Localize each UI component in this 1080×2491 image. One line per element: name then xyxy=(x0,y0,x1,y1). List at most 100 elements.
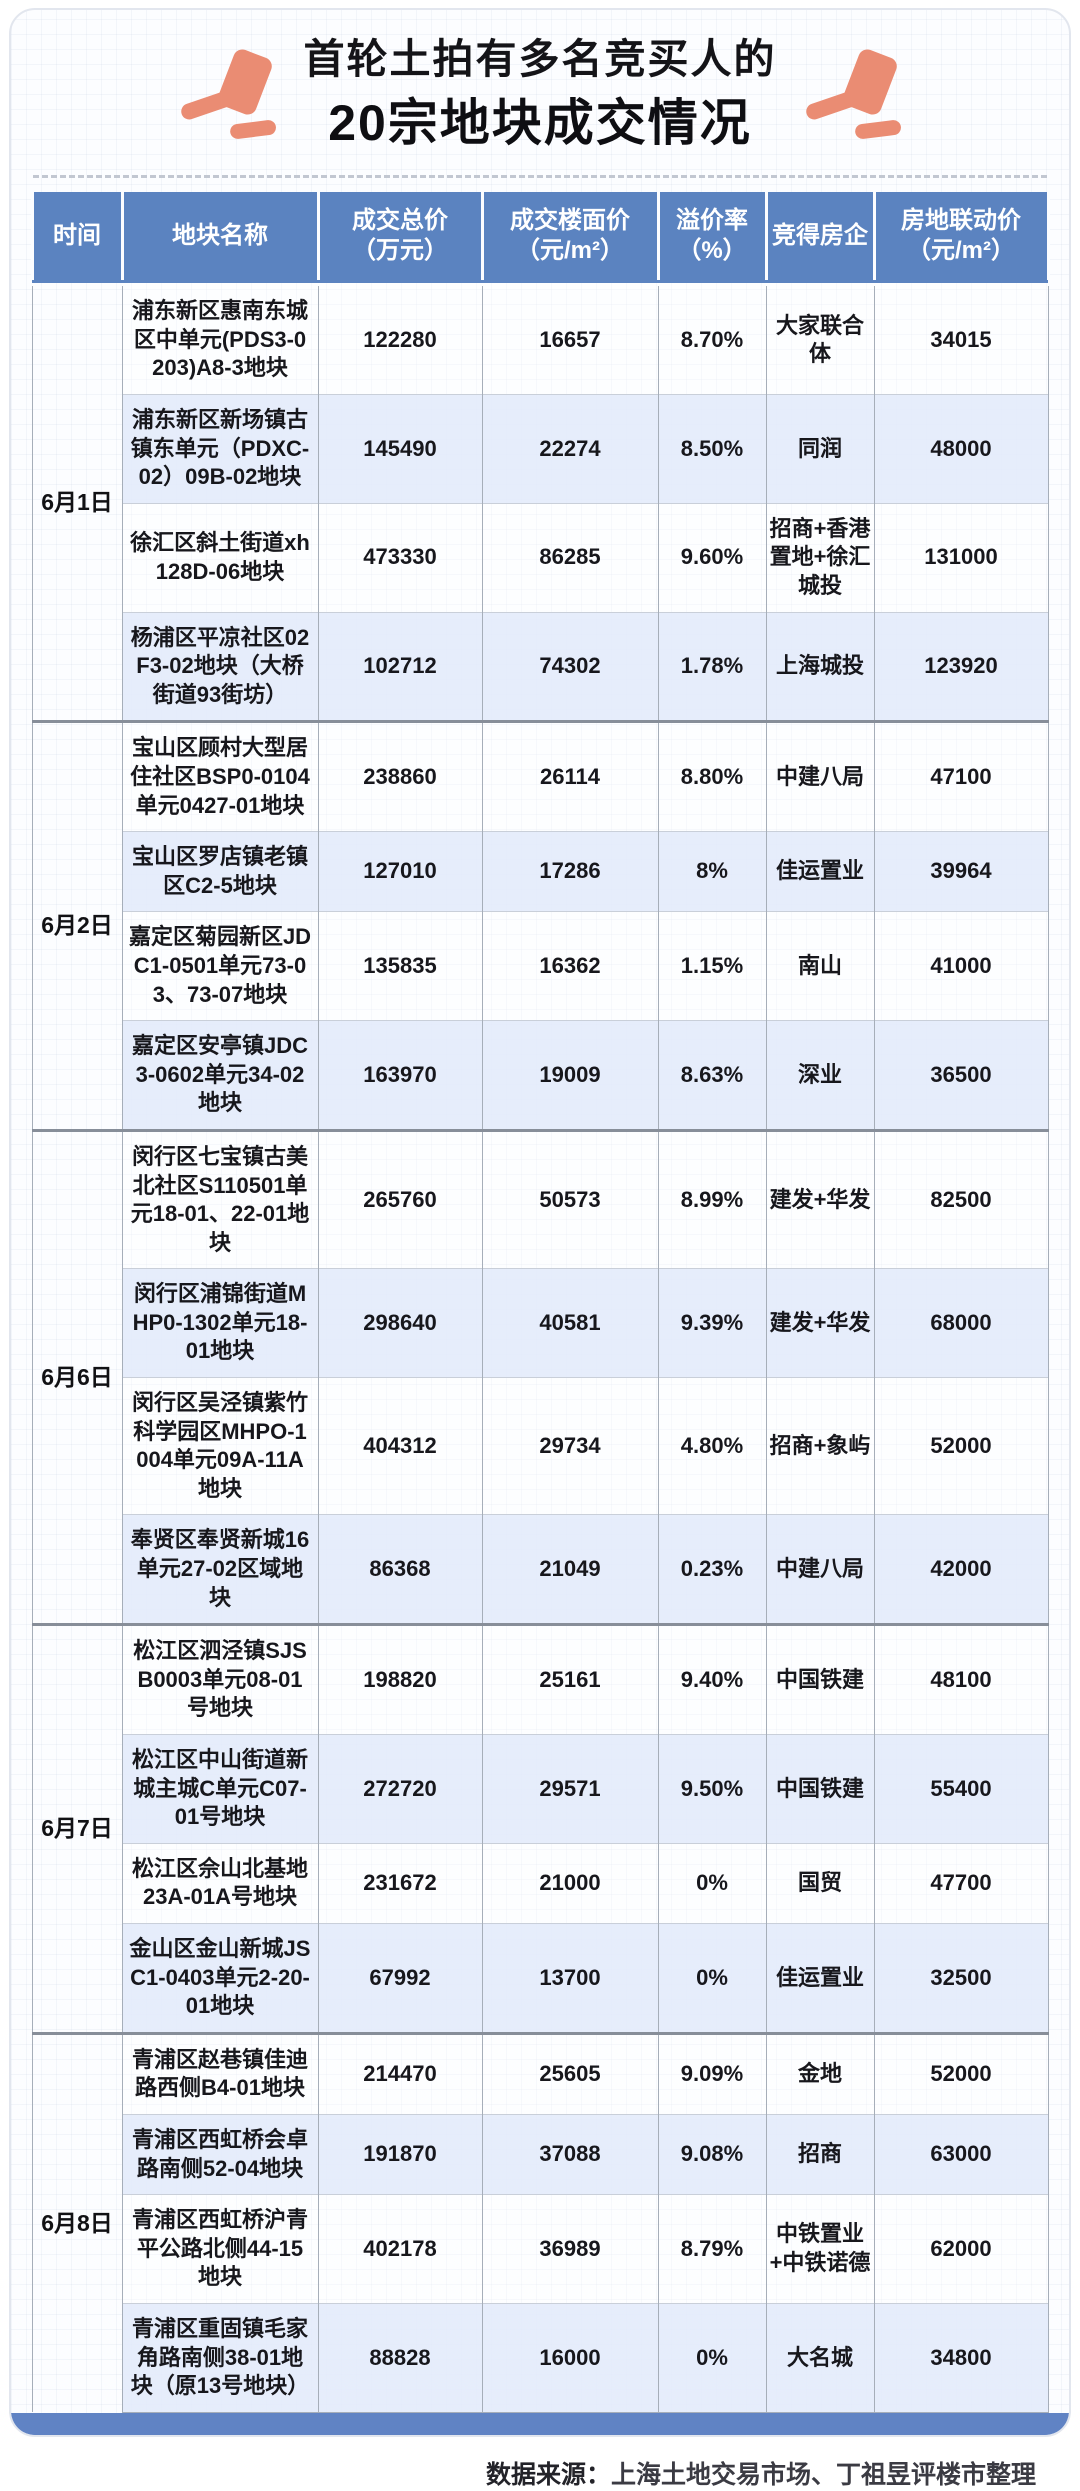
cell-linkage: 36500 xyxy=(873,1020,1049,1131)
cell-name: 宝山区顾村大型居住社区BSP0-0104单元0427-01地块 xyxy=(121,720,319,832)
data-source-note: 数据来源：上海土地交易市场、丁祖昱评楼市整理 xyxy=(0,2437,1080,2491)
column-header-4: 成交楼面价 （元/m²） xyxy=(480,192,660,284)
cell-linkage: 55400 xyxy=(873,1734,1049,1844)
cell-floor: 13700 xyxy=(481,1922,659,2034)
cell-floor: 29571 xyxy=(481,1734,659,1844)
cell-name: 闵行区浦锦街道MHP0-1302单元18-01地块 xyxy=(121,1268,319,1378)
cell-buyer: 中建八局 xyxy=(765,720,875,832)
cell-premium: 0.23% xyxy=(657,1514,767,1625)
cell-name: 浦东新区新场镇古镇东单元（PDXC-02）09B-02地块 xyxy=(121,394,319,504)
cell-total: 102712 xyxy=(317,611,483,722)
cell-floor: 29734 xyxy=(481,1377,659,1515)
cell-premium: 8% xyxy=(657,831,767,912)
gavel-icon xyxy=(805,49,901,140)
cell-premium: 9.09% xyxy=(657,2031,767,2115)
header-row: 时间 地块名称 成交总价 （万元） 成交楼面价 （元/m²） 溢价率 （%） 竞得房企 房地联动价… xyxy=(30,192,1050,284)
cell-floor: 25161 xyxy=(481,1623,659,1735)
cell-buyer: 中铁置业+中铁诺德 xyxy=(765,2194,875,2304)
cell-buyer: 招商 xyxy=(765,2113,875,2195)
cell-name: 青浦区赵巷镇佳迪路西侧B4-01地块 xyxy=(121,2031,319,2115)
page-title: 首轮土拍有多名竞买人的 20宗地块成交情况 xyxy=(304,34,777,153)
cell-name: 金山区金山新城JSC1-0403单元2-20-01地块 xyxy=(121,1922,319,2034)
cell-floor: 21049 xyxy=(481,1514,659,1625)
cell-total: 86368 xyxy=(317,1514,483,1625)
date-cell: 6月7日 xyxy=(31,1623,123,2034)
column-header-label: 地块名称 xyxy=(172,222,268,250)
cell-name: 青浦区西虹桥会卓路南侧52-04地块 xyxy=(121,2113,319,2195)
cell-buyer: 金地 xyxy=(765,2031,875,2115)
cell-total: 214470 xyxy=(317,2031,483,2115)
cell-name: 松江区佘山北基地23A-01A号地块 xyxy=(121,1842,319,1924)
date-cell: 6月1日 xyxy=(31,283,123,722)
cell-floor: 25605 xyxy=(481,2031,659,2115)
cell-buyer: 国贸 xyxy=(765,1842,875,1924)
cell-linkage: 47700 xyxy=(873,1842,1049,1924)
table-row: 松江区佘山北基地23A-01A号地块 231672 21000 0% 国贸 47700 xyxy=(32,1842,1049,1924)
cell-name: 嘉定区安亭镇JDC3-0602单元34-02地块 xyxy=(121,1020,319,1131)
date-cell: 6月8日 xyxy=(31,2031,123,2413)
column-header-label: 房地联动价 xyxy=(901,207,1021,235)
table-row: 奉贤区奉贤新城16单元27-02区域地块 86368 21049 0.23% 中建八局 4… xyxy=(32,1514,1049,1625)
cell-total: 238860 xyxy=(317,720,483,832)
cell-buyer: 同润 xyxy=(765,394,875,504)
cell-linkage: 52000 xyxy=(873,1377,1049,1515)
cell-buyer: 招商+香港置地+徐汇城投 xyxy=(765,502,875,613)
cell-linkage: 52000 xyxy=(873,2031,1049,2115)
cell-total: 67992 xyxy=(317,1922,483,2034)
cell-name: 徐汇区斜土街道xh128D-06地块 xyxy=(121,502,319,613)
cell-buyer: 招商+象屿 xyxy=(765,1377,875,1515)
infographic-card: 首轮土拍有多名竞买人的 20宗地块成交情况 时间 地块名称 成交总价 （万元） 成交楼面… xyxy=(9,8,1071,2437)
table-row: 青浦区重固镇毛家角路南侧38-01地块（原13号地块） 88828 16000 0% 大… xyxy=(32,2302,1049,2413)
cell-floor: 86285 xyxy=(481,502,659,613)
table-header: 时间 地块名称 成交总价 （万元） 成交楼面价 （元/m²） 溢价率 （%） 竞得房企 房地联动价… xyxy=(30,192,1050,284)
cell-total: 127010 xyxy=(317,831,483,912)
cell-premium: 1.78% xyxy=(657,611,767,722)
cell-name: 闵行区七宝镇古美北社区S110501单元18-01、22-01地块 xyxy=(121,1128,319,1269)
table-row: 闵行区浦锦街道MHP0-1302单元18-01地块 298640 40581 9.39… xyxy=(32,1268,1049,1378)
cell-linkage: 42000 xyxy=(873,1514,1049,1625)
cell-buyer: 中国铁建 xyxy=(765,1734,875,1844)
cell-buyer: 大家联合体 xyxy=(765,283,875,395)
cell-buyer: 大名城 xyxy=(765,2302,875,2413)
cell-linkage: 48100 xyxy=(873,1623,1049,1735)
cell-floor: 19009 xyxy=(481,1020,659,1131)
cell-linkage: 34800 xyxy=(873,2302,1049,2413)
cell-premium: 8.63% xyxy=(657,1020,767,1131)
column-header-label: 成交楼面价 xyxy=(510,207,630,235)
column-header-label: 时间 xyxy=(53,222,101,250)
table-body: 6月1日 浦东新区惠南东城区中单元(PDS3-0203)A8-3地块 122280 1… xyxy=(31,283,1049,2413)
cell-linkage: 39964 xyxy=(873,831,1049,912)
cell-name: 闵行区吴泾镇紫竹科学园区MHPO-1004单元09A-11A地块 xyxy=(121,1377,319,1515)
cell-premium: 0% xyxy=(657,1922,767,2034)
cell-total: 88828 xyxy=(317,2302,483,2413)
column-header-unit: （元/m²） xyxy=(907,237,1015,265)
cell-premium: 0% xyxy=(657,1842,767,1924)
cell-buyer: 深业 xyxy=(765,1020,875,1131)
cell-premium: 9.50% xyxy=(657,1734,767,1844)
column-header-label: 溢价率 xyxy=(676,207,748,235)
column-header-3: 成交总价 （万元） xyxy=(316,192,484,284)
table-row: 嘉定区菊园新区JDC1-0501单元73-03、73-07地块 135835 163… xyxy=(32,911,1049,1021)
date-cell: 6月2日 xyxy=(31,720,123,1131)
cell-name: 浦东新区惠南东城区中单元(PDS3-0203)A8-3地块 xyxy=(121,283,319,395)
cell-name: 嘉定区菊园新区JDC1-0501单元73-03、73-07地块 xyxy=(121,911,319,1021)
cell-floor: 74302 xyxy=(481,611,659,722)
cell-buyer: 南山 xyxy=(765,911,875,1021)
dashed-divider xyxy=(33,175,1047,179)
column-header-6: 竞得房企 xyxy=(764,192,876,284)
table-row: 嘉定区安亭镇JDC3-0602单元34-02地块 163970 19009 8.63%… xyxy=(32,1020,1049,1131)
data-source-prefix: 数据来源： xyxy=(485,2460,611,2489)
land-auction-table: 时间 地块名称 成交总价 （万元） 成交楼面价 （元/m²） 溢价率 （%） 竞得房企 房地联动价… xyxy=(30,192,1050,2413)
table-row: 杨浦区平凉社区02F3-02地块（大桥街道93街坊） 102712 74302 1.7… xyxy=(32,611,1049,722)
cell-total: 473330 xyxy=(317,502,483,613)
column-header-label: 竞得房企 xyxy=(772,222,868,250)
cell-premium: 9.39% xyxy=(657,1268,767,1378)
cell-name: 宝山区罗店镇老镇区C2-5地块 xyxy=(121,831,319,912)
cell-total: 135835 xyxy=(317,911,483,1021)
cell-premium: 9.40% xyxy=(657,1623,767,1735)
cell-total: 163970 xyxy=(317,1020,483,1131)
cell-linkage: 63000 xyxy=(873,2113,1049,2195)
cell-linkage: 123920 xyxy=(873,611,1049,722)
cell-total: 231672 xyxy=(317,1842,483,1924)
